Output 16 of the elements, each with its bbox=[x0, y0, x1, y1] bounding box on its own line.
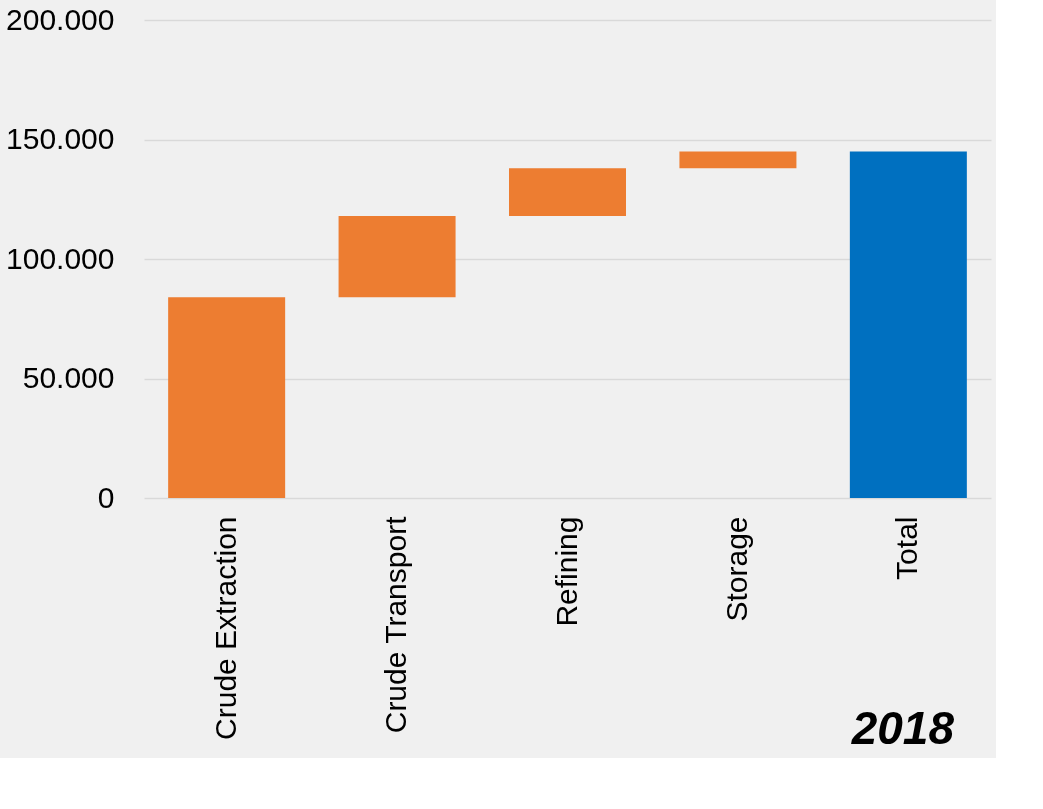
bar bbox=[679, 151, 797, 169]
bar bbox=[168, 297, 286, 498]
x-tick-label: Total bbox=[890, 516, 924, 580]
y-tick-label: 150.000 bbox=[6, 122, 115, 155]
y-tick-label: 50.000 bbox=[22, 361, 115, 394]
bar bbox=[338, 215, 456, 298]
x-tick-label: Refining bbox=[549, 516, 583, 627]
x-tick-label: Crude Extraction bbox=[208, 516, 242, 740]
y-tick-label: 200.000 bbox=[6, 2, 115, 36]
bar bbox=[509, 168, 626, 216]
x-tick-label: Storage bbox=[719, 516, 753, 622]
bar bbox=[849, 151, 967, 498]
x-tick-label: Crude Transport bbox=[379, 515, 413, 734]
y-tick-label: 100.000 bbox=[6, 241, 115, 275]
y-tick-label: 0 bbox=[97, 480, 115, 514]
text: 2018 bbox=[850, 702, 955, 754]
